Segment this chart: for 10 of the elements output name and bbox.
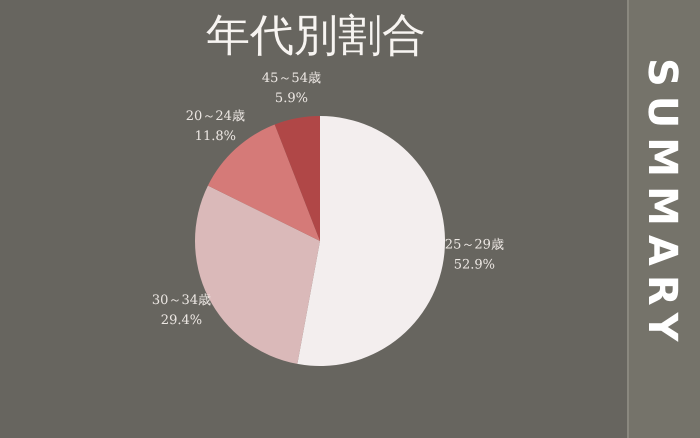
slice-label: 20～24歳	[186, 109, 245, 124]
chart-title: 年代別割合	[205, 9, 427, 63]
data-label: 11.8%	[194, 129, 236, 144]
data-label: 5.9%	[274, 91, 308, 106]
text: SUMMARY	[639, 58, 685, 350]
slice-label: 45～54歳	[262, 71, 321, 86]
slice-label: 30～34歳	[152, 292, 211, 308]
data-label: 29.4%	[160, 312, 202, 328]
slice-label: 25～29歳	[444, 237, 504, 252]
data-label: 52.9%	[454, 257, 496, 272]
